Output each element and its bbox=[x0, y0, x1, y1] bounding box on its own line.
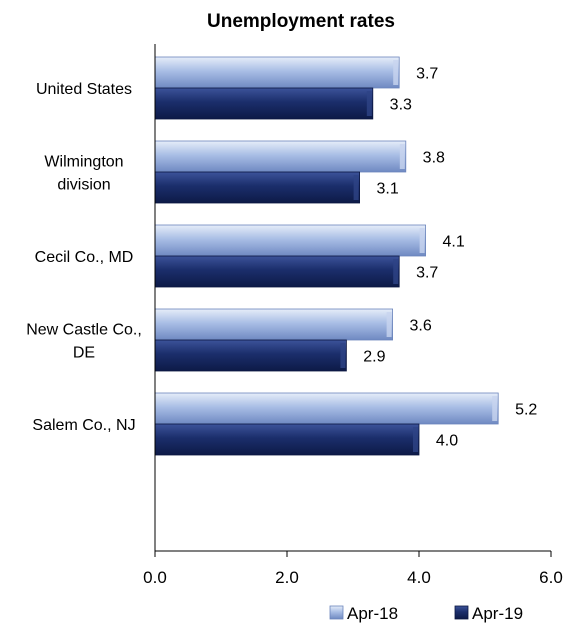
category-label-2: Cecil Co., MD bbox=[35, 249, 134, 266]
bar-bevel-apr-19-0 bbox=[366, 91, 372, 116]
data-label-apr-19-3: 2.9 bbox=[363, 349, 385, 366]
category-label-1: Wilmington division bbox=[44, 154, 123, 194]
bar-bevel-apr-19-4 bbox=[413, 427, 418, 452]
bar-bevel-apr-18-3 bbox=[386, 312, 392, 337]
legend: Apr-18 Apr-19 bbox=[329, 604, 523, 623]
category-label-4: Salem Co., NJ bbox=[32, 417, 135, 434]
category-label-line: Wilmington bbox=[44, 154, 123, 171]
axes-group: 0.0 2.0 4.0 6.0 bbox=[143, 44, 563, 587]
data-label-apr-18-3: 3.6 bbox=[409, 318, 431, 335]
data-label-apr-19-1: 3.1 bbox=[376, 181, 398, 198]
x-tick-label: 2.0 bbox=[275, 568, 299, 587]
bar-bevel-apr-19-2 bbox=[393, 259, 399, 284]
chart-title: Unemployment rates bbox=[207, 11, 395, 32]
category-label-0: United States bbox=[36, 81, 132, 98]
bar-apr-18-4 bbox=[154, 392, 499, 425]
bar-bevel-apr-18-4 bbox=[492, 396, 498, 421]
bar-apr-18-3 bbox=[154, 308, 394, 341]
bar-bevel-apr-18-1 bbox=[399, 144, 405, 169]
category-label-line: New Castle Co., bbox=[26, 322, 142, 339]
x-tick-label: 6.0 bbox=[539, 568, 563, 587]
bar-apr-19-3 bbox=[154, 339, 347, 372]
legend-label-0: Apr-18 bbox=[347, 604, 398, 623]
x-tick-label: 4.0 bbox=[407, 568, 431, 587]
bar-apr-19-4 bbox=[154, 423, 420, 456]
legend-swatch-1 bbox=[454, 605, 469, 620]
data-label-apr-18-0: 3.7 bbox=[416, 66, 438, 83]
bar-apr-19-0 bbox=[154, 87, 374, 120]
data-label-apr-19-0: 3.3 bbox=[390, 97, 412, 114]
category-label-line: United States bbox=[36, 81, 132, 98]
bars-group: 3.73.33.83.14.13.73.62.95.24.0 bbox=[154, 56, 537, 456]
legend-swatch-0 bbox=[329, 605, 344, 620]
data-label-apr-18-4: 5.2 bbox=[515, 402, 537, 419]
bar-apr-19-1 bbox=[154, 171, 361, 204]
x-tick-label: 0.0 bbox=[143, 568, 167, 587]
category-label-line: division bbox=[57, 177, 110, 194]
legend-label-1: Apr-19 bbox=[472, 604, 523, 623]
category-label-line: Salem Co., NJ bbox=[32, 417, 135, 434]
data-label-apr-19-2: 3.7 bbox=[416, 265, 438, 282]
data-label-apr-18-1: 3.8 bbox=[423, 150, 445, 167]
category-label-line: DE bbox=[73, 345, 95, 362]
bar-apr-18-1 bbox=[154, 140, 407, 173]
data-label-apr-19-4: 4.0 bbox=[436, 433, 458, 450]
bar-bevel-apr-18-2 bbox=[419, 228, 425, 253]
bar-bevel-apr-19-1 bbox=[353, 175, 359, 200]
category-label-3: New Castle Co., DE bbox=[26, 322, 142, 362]
category-labels: United States Wilmington division Cecil Co.… bbox=[26, 81, 142, 434]
bar-bevel-apr-18-0 bbox=[393, 60, 399, 85]
data-label-apr-18-2: 4.1 bbox=[442, 234, 464, 251]
bar-apr-19-2 bbox=[154, 255, 400, 288]
category-label-line: Cecil Co., MD bbox=[35, 249, 134, 266]
bar-apr-18-0 bbox=[154, 56, 400, 89]
bar-apr-18-2 bbox=[154, 224, 427, 257]
bar-bevel-apr-19-3 bbox=[340, 343, 346, 368]
